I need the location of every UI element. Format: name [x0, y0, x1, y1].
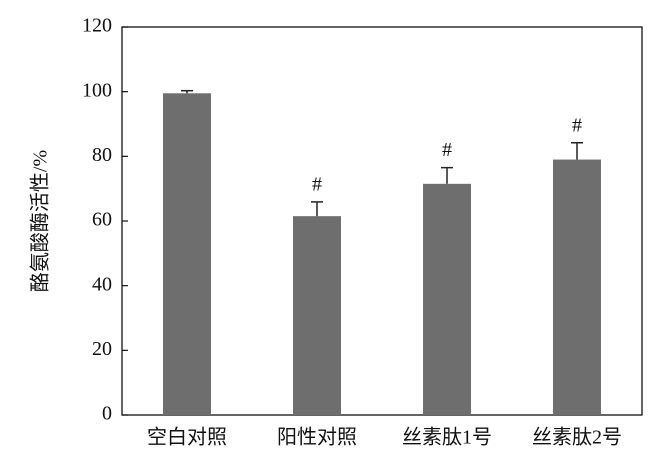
bar: [293, 216, 341, 415]
bar: [423, 183, 471, 415]
y-tick-label: 60: [92, 209, 112, 231]
y-tick-label: 40: [92, 273, 112, 295]
significance-marker: #: [442, 139, 452, 161]
bar: [553, 159, 601, 415]
x-tick-label: 丝素肽1号: [402, 426, 492, 449]
y-tick-label: 20: [92, 338, 112, 360]
y-axis-label: 酪氨酸酶活性/%: [29, 150, 52, 292]
significance-marker: #: [572, 114, 582, 136]
x-tick-label: 阳性对照: [277, 426, 357, 449]
significance-marker: #: [312, 174, 322, 196]
y-tick-label: 120: [82, 15, 112, 37]
y-tick-label: 80: [92, 144, 112, 166]
y-tick-label: 0: [102, 403, 112, 425]
x-tick-label: 丝素肽2号: [532, 426, 622, 449]
y-tick-label: 100: [82, 79, 112, 101]
x-tick-label: 空白对照: [147, 426, 227, 449]
bar: [163, 93, 211, 416]
